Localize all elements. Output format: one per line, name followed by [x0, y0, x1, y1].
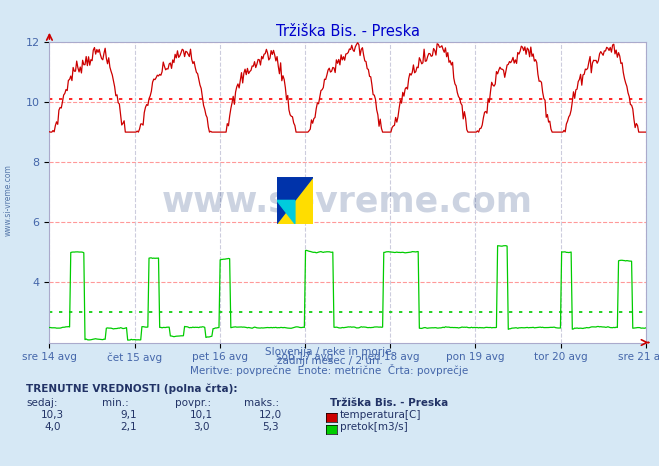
Text: sedaj:: sedaj:	[26, 398, 58, 408]
Text: 3,0: 3,0	[192, 422, 210, 432]
Text: 4,0: 4,0	[44, 422, 61, 432]
Text: Tržiška Bis. - Preska: Tržiška Bis. - Preska	[330, 398, 447, 408]
Text: Meritve: povprečne  Enote: metrične  Črta: povprečje: Meritve: povprečne Enote: metrične Črta:…	[190, 364, 469, 376]
Text: 9,1: 9,1	[120, 410, 137, 420]
Text: pretok[m3/s]: pretok[m3/s]	[340, 422, 408, 432]
Text: temperatura[C]: temperatura[C]	[340, 410, 422, 420]
Text: www.si-vreme.com: www.si-vreme.com	[162, 184, 533, 218]
Polygon shape	[277, 177, 313, 224]
Text: www.si-vreme.com: www.si-vreme.com	[3, 164, 13, 236]
Text: 12,0: 12,0	[258, 410, 282, 420]
Text: TRENUTNE VREDNOSTI (polna črta):: TRENUTNE VREDNOSTI (polna črta):	[26, 384, 238, 394]
Text: 5,3: 5,3	[262, 422, 279, 432]
Text: zadnji mesec / 2 uri.: zadnji mesec / 2 uri.	[277, 356, 382, 366]
Text: maks.:: maks.:	[244, 398, 279, 408]
Text: povpr.:: povpr.:	[175, 398, 211, 408]
Text: 10,3: 10,3	[41, 410, 65, 420]
Polygon shape	[277, 200, 295, 224]
Text: min.:: min.:	[102, 398, 129, 408]
Text: Slovenija / reke in morje.: Slovenija / reke in morje.	[264, 347, 395, 357]
Title: Tržiška Bis. - Preska: Tržiška Bis. - Preska	[275, 24, 420, 40]
Polygon shape	[277, 177, 313, 224]
Text: 2,1: 2,1	[120, 422, 137, 432]
Text: 10,1: 10,1	[189, 410, 213, 420]
